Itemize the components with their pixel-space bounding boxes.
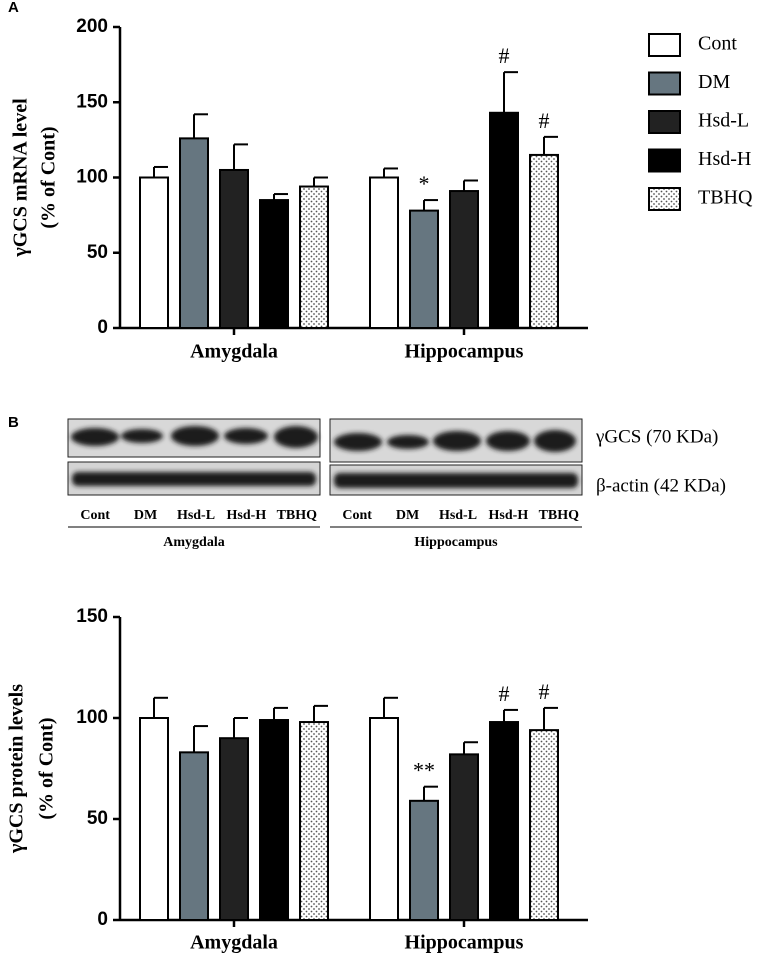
legend-label: DM — [698, 71, 730, 93]
y-tick-label: 50 — [87, 808, 108, 829]
lane-label: Cont — [80, 508, 110, 523]
x-tick-label: Amygdala — [190, 341, 278, 363]
legend-swatch — [648, 33, 681, 57]
legend-swatch — [648, 187, 681, 211]
group-label: Amygdala — [163, 535, 224, 550]
legend-label: Cont — [698, 33, 737, 55]
band-label: γGCS (70 KDa) — [595, 426, 718, 447]
bar — [299, 185, 329, 329]
panel-label: A — [8, 0, 19, 16]
bar — [219, 168, 249, 329]
x-tick-label: Hippocampus — [405, 932, 524, 954]
x-tick-label: Amygdala — [190, 932, 278, 954]
bar — [409, 209, 439, 329]
lane-label: DM — [134, 508, 157, 523]
bar — [259, 199, 289, 329]
band-label: β-actin (42 KDa) — [596, 475, 726, 496]
lane-label: Hsd-L — [439, 508, 477, 523]
legend-label: TBHQ — [698, 187, 753, 209]
lane-label: TBHQ — [539, 508, 580, 523]
y-axis-label: (% of Cont) — [36, 717, 58, 819]
blot-image — [67, 418, 583, 528]
lane-label: Hsd-L — [177, 508, 215, 523]
bar — [529, 729, 559, 921]
bar — [259, 719, 289, 922]
bar — [369, 717, 399, 921]
y-tick-label: 100 — [76, 167, 108, 188]
lane-label: Hsd-H — [489, 508, 529, 523]
bar — [529, 153, 559, 329]
annotation: * — [419, 171, 430, 196]
y-tick-label: 0 — [97, 909, 108, 930]
bar — [369, 176, 399, 329]
annotation: # — [539, 679, 550, 704]
y-tick-label: 100 — [76, 707, 108, 728]
bar — [449, 190, 479, 329]
y-tick-label: 50 — [87, 242, 108, 263]
y-tick-label: 200 — [76, 16, 108, 37]
y-axis-label: (% of Cont) — [38, 126, 60, 228]
bar — [219, 737, 249, 922]
bar — [489, 111, 519, 329]
legend-swatch — [648, 110, 681, 134]
bar — [449, 753, 479, 921]
bar — [139, 717, 169, 921]
annotation: # — [499, 681, 510, 706]
lane-label: TBHQ — [277, 508, 318, 523]
y-tick-label: 150 — [76, 91, 108, 112]
legend-label: Hsd-L — [698, 110, 749, 132]
y-tick-label: 0 — [97, 317, 108, 338]
legend-swatch — [648, 71, 681, 96]
bar — [179, 751, 209, 922]
x-tick-label: Hippocampus — [405, 341, 524, 363]
lane-label: DM — [396, 508, 419, 523]
y-axis-label: γGCS protein levels — [6, 684, 28, 854]
annotation: # — [539, 108, 550, 133]
bar — [179, 137, 209, 329]
annotation: # — [499, 43, 510, 68]
annotation: ** — [413, 758, 435, 783]
legend-swatch — [648, 148, 681, 173]
lane-label: Hsd-H — [227, 508, 267, 523]
legend-label: Hsd-H — [698, 148, 751, 170]
bar — [409, 799, 439, 922]
bar — [489, 721, 519, 921]
bar — [139, 176, 169, 329]
bar — [299, 721, 329, 921]
y-axis-label: γGCS mRNA level — [10, 98, 32, 258]
group-label: Hippocampus — [414, 535, 498, 550]
panel-label: B — [8, 414, 19, 431]
lane-label: Cont — [342, 508, 372, 523]
y-tick-label: 150 — [76, 606, 108, 627]
